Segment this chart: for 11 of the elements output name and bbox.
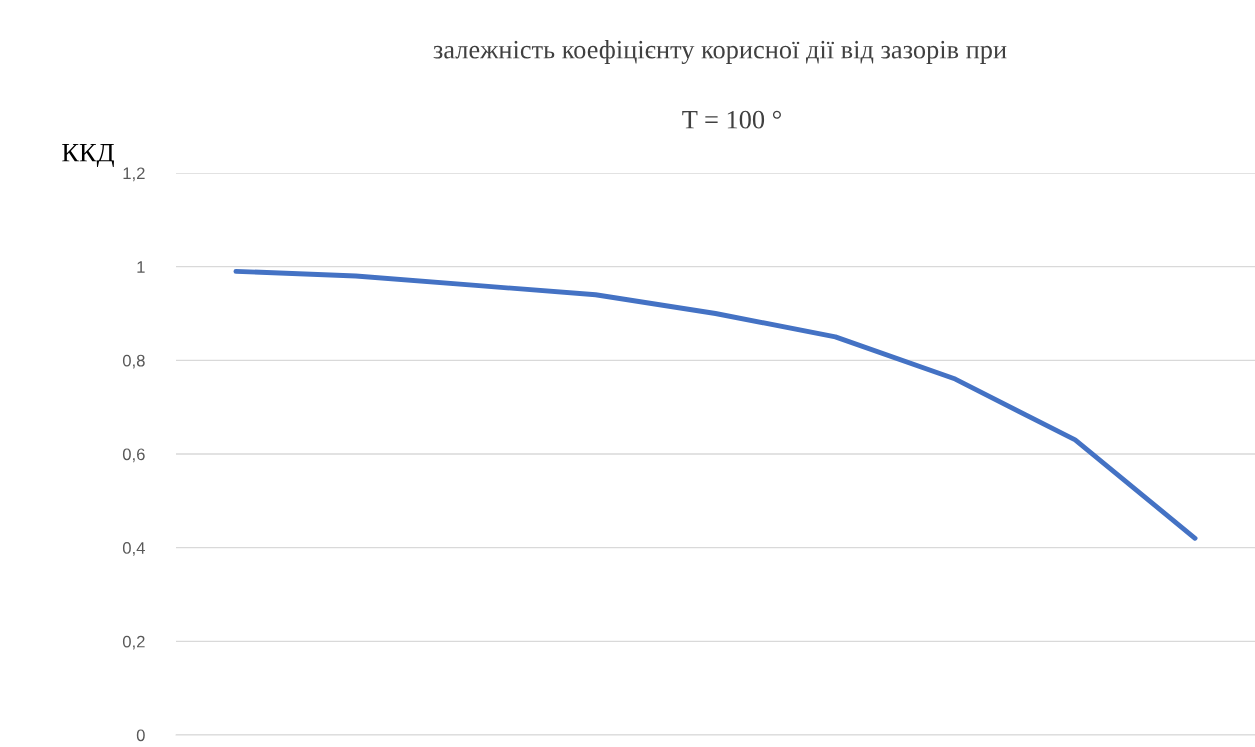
y-tick-label: 0 <box>136 729 145 742</box>
y-tick-label: 1,2 <box>123 167 145 182</box>
y-tick-label: 0,2 <box>122 635 145 650</box>
chart-title: залежність коефіцієнту корисної дії від зазорів при <box>433 40 1007 64</box>
y-tick-label: 1 <box>137 261 145 273</box>
y-axis-title: ККД <box>62 144 114 167</box>
y-tick-label: 0,6 <box>122 448 145 463</box>
chart-subtitle: T = 100 ° <box>682 110 781 129</box>
line-series <box>233 268 1198 541</box>
y-tick-label: 0,4 <box>122 542 145 556</box>
y-tick-label: 0,8 <box>122 354 145 369</box>
